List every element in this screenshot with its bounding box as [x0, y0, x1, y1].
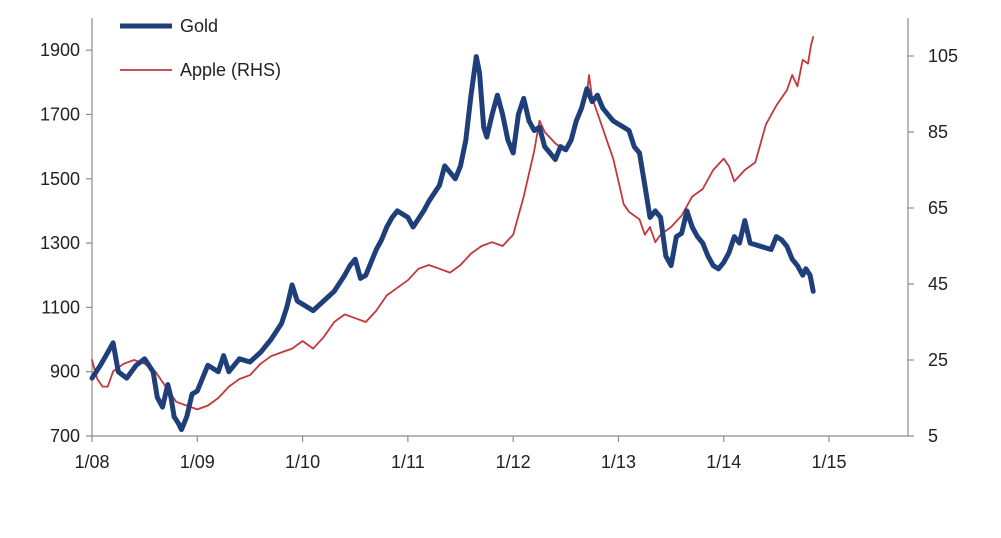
x-tick-label: 1/14 — [706, 452, 741, 472]
left-y-tick-label: 1100 — [41, 297, 80, 317]
gold-series-line — [89, 54, 816, 433]
chart-axes: 700 900 1100 1300 1500 1700 1900 5 25 45 65 85 105 1/… — [40, 18, 958, 472]
left-y-tick-label: 900 — [50, 362, 80, 382]
chart-legend: Gold Apple (RHS) — [120, 16, 281, 80]
right-y-tick-label: 45 — [928, 274, 948, 294]
right-y-tick-label: 105 — [928, 46, 958, 66]
right-y-tick-label: 85 — [928, 122, 948, 142]
right-y-tick-label: 5 — [928, 426, 938, 446]
x-tick-label: 1/11 — [391, 452, 425, 472]
left-y-tick-label: 1900 — [40, 40, 80, 60]
x-tick-label: 1/10 — [285, 452, 320, 472]
x-tick-label: 1/13 — [601, 452, 636, 472]
apple-series-line — [91, 36, 815, 411]
left-y-tick-label: 1500 — [40, 169, 80, 189]
right-y-tick-label: 65 — [928, 198, 948, 218]
left-y-tick-label: 700 — [50, 426, 80, 446]
x-tick-label: 1/12 — [496, 452, 531, 472]
legend-label-apple: Apple (RHS) — [180, 60, 281, 80]
chart-plot-area — [89, 36, 816, 433]
x-tick-label: 1/15 — [812, 452, 847, 472]
left-y-tick-label: 1300 — [40, 233, 80, 253]
legend-label-gold: Gold — [180, 16, 218, 36]
left-y-tick-label: 1700 — [40, 104, 80, 124]
x-tick-label: 1/08 — [74, 452, 109, 472]
right-y-tick-label: 25 — [928, 350, 948, 370]
x-tick-label: 1/09 — [180, 452, 215, 472]
